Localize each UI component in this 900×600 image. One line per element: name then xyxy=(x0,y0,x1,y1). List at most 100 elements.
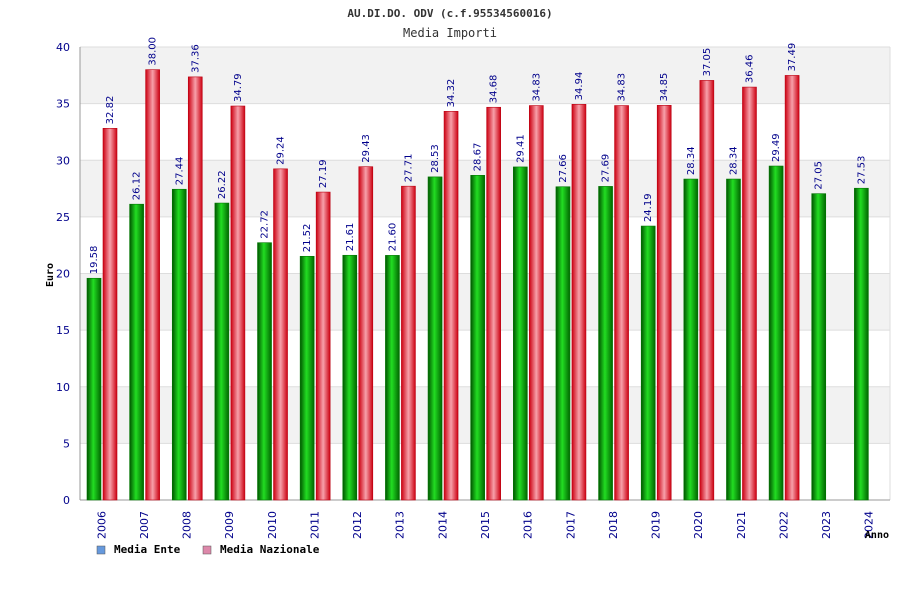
bar-ente xyxy=(640,225,656,501)
data-label-ente: 27.69 xyxy=(601,154,612,183)
y-tick-label: 25 xyxy=(56,211,70,224)
x-tick-label: 2011 xyxy=(308,511,321,539)
data-label-nazionale: 34.32 xyxy=(446,79,457,108)
data-label-nazionale: 34.85 xyxy=(659,73,670,102)
legend-swatch-nazionale xyxy=(202,545,212,555)
bar-nazionale xyxy=(315,191,331,501)
x-tick-label: 2024 xyxy=(863,511,876,539)
data-label-ente: 27.66 xyxy=(558,154,569,183)
data-label-ente: 28.53 xyxy=(430,144,441,173)
y-tick-label: 5 xyxy=(63,437,70,450)
legend-label-ente: Media Ente xyxy=(114,543,181,556)
data-label-nazionale: 32.82 xyxy=(105,96,116,125)
bar-ente xyxy=(726,178,741,501)
bar-nazionale xyxy=(784,75,800,501)
data-label-ente: 24.19 xyxy=(643,193,654,222)
bar-nazionale xyxy=(358,166,374,501)
data-label-nazionale: 37.05 xyxy=(702,48,713,77)
y-tick-label: 10 xyxy=(56,381,70,394)
x-tick-label: 2023 xyxy=(820,511,833,539)
data-label-nazionale: 34.94 xyxy=(574,72,585,101)
bar-nazionale xyxy=(614,105,629,501)
x-tick-label: 2008 xyxy=(181,511,194,539)
bar-ente xyxy=(171,188,187,501)
bar-nazionale xyxy=(187,76,203,501)
data-label-ente: 28.67 xyxy=(473,143,484,172)
bar-nazionale xyxy=(742,86,757,501)
x-tick-label: 2012 xyxy=(351,511,364,539)
bar-ente xyxy=(299,255,315,501)
chart-subtitle: Media Importi xyxy=(403,26,497,40)
data-label-ente: 27.44 xyxy=(174,157,185,186)
data-label-ente: 29.49 xyxy=(771,133,782,162)
data-label-nazionale: 36.46 xyxy=(744,54,755,83)
data-label-ente: 26.12 xyxy=(132,172,143,201)
x-tick-label: 2009 xyxy=(223,511,236,539)
bar-nazionale xyxy=(145,69,160,501)
legend: Media Ente Media Nazionale xyxy=(96,543,320,556)
x-axis-label: Anno xyxy=(865,530,889,541)
data-label-nazionale: 34.83 xyxy=(531,73,542,102)
bar-ente xyxy=(214,202,230,501)
bar-nazionale xyxy=(486,106,501,501)
data-label-ente: 28.34 xyxy=(686,146,697,175)
data-label-nazionale: 34.79 xyxy=(233,73,244,102)
data-label-ente: 26.22 xyxy=(217,170,228,199)
x-tick-label: 2021 xyxy=(735,511,748,539)
bar-ente xyxy=(257,242,272,501)
bar-ente xyxy=(385,255,400,501)
bar-ente xyxy=(470,175,485,501)
x-tick-label: 2019 xyxy=(650,511,663,539)
bar-ente xyxy=(342,254,358,501)
bar-nazionale xyxy=(699,80,715,501)
data-label-ente: 19.58 xyxy=(89,246,100,275)
x-tick-label: 2016 xyxy=(522,511,535,539)
data-label-nazionale: 38.00 xyxy=(148,37,159,66)
bar-ente xyxy=(129,203,144,501)
data-label-nazionale: 29.24 xyxy=(276,136,287,165)
data-label-ente: 21.60 xyxy=(387,223,398,252)
data-labels: 19.58 32.82 26.12 38.00 27.44 37.36 26.22 34.79… xyxy=(89,37,867,274)
bar-ente xyxy=(555,186,571,501)
data-label-ente: 27.53 xyxy=(856,156,867,185)
bars xyxy=(86,69,869,501)
y-tick-label: 35 xyxy=(56,98,70,111)
x-tick-label: 2013 xyxy=(394,511,407,539)
data-label-nazionale: 27.71 xyxy=(403,154,414,183)
y-tick-label: 20 xyxy=(56,268,70,281)
data-label-ente: 29.41 xyxy=(515,134,526,163)
data-label-ente: 28.34 xyxy=(728,146,739,175)
x-axis-ticks: 2006 2007 2008 2009 2010 2011 2012 2013 2014 2015… xyxy=(95,511,875,539)
bar-nazionale xyxy=(401,185,416,501)
legend-swatch-ente xyxy=(96,545,106,555)
data-label-nazionale: 37.49 xyxy=(787,43,798,72)
x-tick-label: 2022 xyxy=(777,511,790,539)
y-tick-label: 15 xyxy=(56,324,70,337)
y-axis-label: Euro xyxy=(45,263,56,287)
bar-ente xyxy=(598,186,613,501)
x-tick-label: 2017 xyxy=(564,511,577,539)
x-tick-label: 2018 xyxy=(607,511,620,539)
bar-nazionale xyxy=(571,104,587,501)
bar-nazionale xyxy=(443,111,459,501)
bar-ente xyxy=(86,277,102,501)
data-label-ente: 27.05 xyxy=(814,161,825,190)
bar-ente xyxy=(854,187,869,501)
chart-title: AU.DI.DO. ODV (c.f.95534560016) xyxy=(347,7,552,20)
bar-nazionale xyxy=(529,105,544,501)
data-label-ente: 21.61 xyxy=(345,223,356,252)
x-tick-label: 2010 xyxy=(266,511,279,539)
bar-nazionale xyxy=(273,168,288,501)
bar-ente xyxy=(768,165,784,501)
bar-nazionale xyxy=(656,105,672,501)
data-label-nazionale: 29.43 xyxy=(361,134,372,163)
x-tick-label: 2020 xyxy=(692,511,705,539)
data-label-nazionale: 34.68 xyxy=(489,75,500,104)
bar-ente xyxy=(683,178,699,501)
data-label-ente: 21.52 xyxy=(302,224,313,253)
x-tick-label: 2006 xyxy=(95,511,108,539)
data-label-nazionale: 27.19 xyxy=(318,159,329,188)
data-label-ente: 22.72 xyxy=(260,210,271,239)
bar-nazionale xyxy=(230,105,246,501)
